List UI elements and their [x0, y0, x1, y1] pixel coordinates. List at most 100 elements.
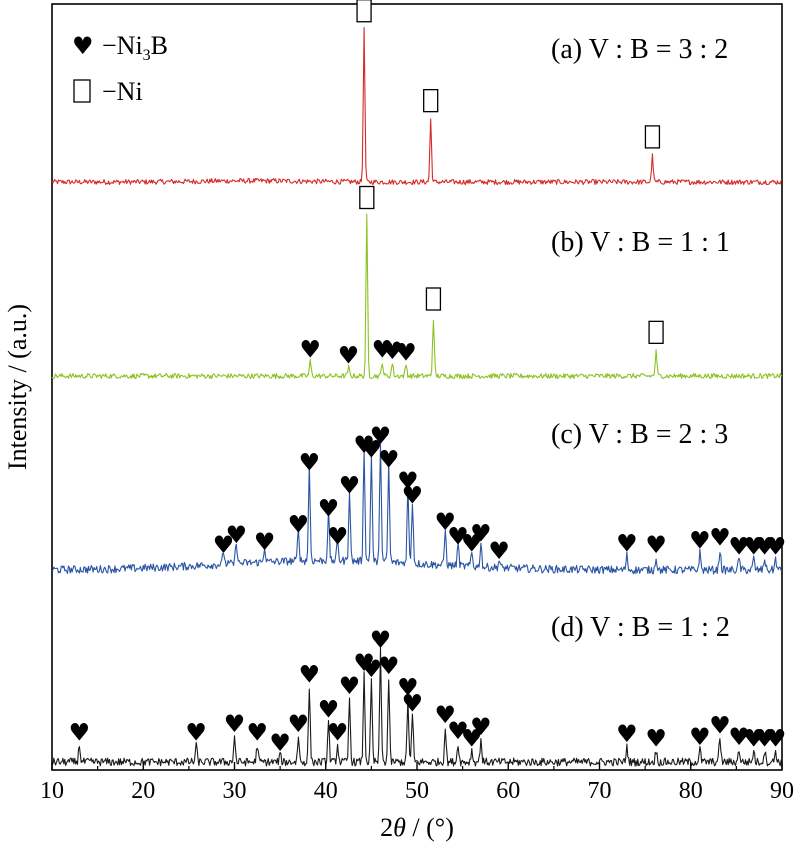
ni3b-peak-heart-icon: ♥ — [185, 719, 207, 747]
ni3b-peak-heart-icon: ♥ — [318, 495, 340, 523]
x-axis-title-suffix: / (°) — [406, 813, 454, 842]
ni3b-peak-heart-icon: ♥ — [318, 695, 340, 723]
series-line-3 — [51, 443, 783, 575]
ni3b-peak-heart-icon: ♥ — [370, 422, 392, 450]
ni3b-peak-heart-icon: ♥ — [382, 337, 404, 365]
ni3b-peak-heart-icon: ♥ — [689, 527, 711, 555]
series-line-4 — [51, 647, 783, 767]
ni3b-peak-heart-icon: ♥ — [338, 341, 360, 369]
ni3b-peak-heart-icon: ♥ — [709, 711, 731, 739]
x-axis: 10 20 30 40 50 60 70 80 90 — [40, 762, 794, 804]
ni3b-peak-heart-icon: ♥ — [288, 710, 310, 738]
x-tick-label: 80 — [679, 778, 703, 804]
ni3b-peak-heart-icon: ♥ — [288, 511, 310, 539]
ni3b-peak-heart-icon: ♥ — [395, 338, 417, 366]
legend-box-icon — [73, 79, 91, 103]
legend-ni3b-sub: 3 — [143, 47, 151, 64]
legend-ni3b-tail: B — [151, 31, 168, 60]
series-line-2 — [51, 213, 783, 380]
ni3b-peak-heart-icon: ♥ — [402, 690, 424, 718]
ni3b-peak-heart-icon: ♥ — [361, 435, 383, 463]
ni3b-peak-heart-icon: ♥ — [226, 521, 248, 549]
plot-area-frame — [51, 3, 783, 771]
x-tick-label: 70 — [588, 778, 612, 804]
ni3b-peak-heart-icon: ♥ — [378, 652, 400, 680]
ni3b-peak-heart-icon: ♥ — [743, 724, 765, 752]
ni3b-peak-heart-icon: ♥ — [402, 482, 424, 510]
x-tick-label: 60 — [496, 778, 520, 804]
ni-peak-marker — [359, 185, 375, 210]
ni3b-peak-heart-icon: ♥ — [247, 719, 269, 747]
ni3b-peak-heart-icon: ♥ — [765, 532, 787, 560]
ni3b-peak-heart-icon: ♥ — [645, 724, 667, 752]
ni3b-peak-heart-icon: ♥ — [224, 710, 246, 738]
ni3b-peak-heart-icon: ♥ — [728, 532, 750, 560]
ni3b-peak-heart-icon: ♥ — [339, 472, 361, 500]
ni3b-peak-heart-icon: ♥ — [754, 532, 776, 560]
x-tick-label: 20 — [131, 778, 155, 804]
x-axis-title-prefix: 2 — [380, 813, 393, 842]
legend-ni3b-dash: − — [102, 31, 117, 60]
ni3b-peak-heart-icon: ♥ — [378, 445, 400, 473]
y-axis-title: Intensity / (a.u.) — [3, 304, 32, 470]
legend-heart-icon: ♥ — [72, 32, 94, 60]
ni-peak-marker — [356, 0, 372, 23]
ni3b-peak-heart-icon: ♥ — [353, 431, 375, 459]
ni3b-peak-heart-icon: ♥ — [447, 522, 469, 550]
ni3b-peak-heart-icon: ♥ — [470, 713, 492, 741]
x-tick-label: 50 — [405, 778, 429, 804]
ni3b-peak-heart-icon: ♥ — [709, 524, 731, 552]
x-axis-title: 2θ / (°) — [380, 813, 454, 842]
series-line-1 — [51, 26, 783, 186]
markers-layer: ♥ ♥ ♥♥♥♥♥ ♥♥♥♥♥♥♥♥♥♥♥♥♥♥♥♥♥ ♥ ♥ ♥♥♥♥♥♥♥ ♥ ♥ ♥ ♥♥♥♥… — [69, 0, 787, 757]
ni3b-peak-heart-icon: ♥ — [254, 528, 276, 556]
ni3b-peak-heart-icon: ♥ — [754, 724, 776, 752]
series-label-d: (d) V : B = 1 : 2 — [551, 612, 730, 643]
ni3b-peak-heart-icon: ♥ — [339, 672, 361, 700]
series-label-c: (c) V : B = 2 : 3 — [551, 419, 728, 450]
ni3b-peak-heart-icon: ♥ — [213, 531, 235, 559]
ni3b-peak-heart-icon: ♥ — [470, 519, 492, 547]
ni3b-peak-heart-icon: ♥ — [765, 724, 787, 752]
legend-ni-dash: − — [102, 77, 117, 106]
ni3b-peak-heart-icon: ♥ — [616, 530, 638, 558]
ni3b-peak-heart-icon: ♥ — [299, 336, 321, 364]
ni3b-peak-heart-icon: ♥ — [488, 537, 510, 565]
ni3b-peak-heart-icon: ♥ — [327, 719, 349, 747]
ni-peak-marker — [644, 125, 661, 149]
ni3b-peak-heart-icon: ♥ — [299, 661, 321, 689]
ni3b-peak-heart-icon: ♥ — [461, 724, 483, 752]
ni3b-peak-heart-icon: ♥ — [397, 674, 419, 702]
ni-peak-marker — [425, 287, 442, 311]
ni3b-peak-heart-icon: ♥ — [645, 531, 667, 559]
ni3b-peak-heart-icon: ♥ — [743, 532, 765, 560]
legend-ni-phase: Ni — [117, 77, 143, 106]
x-axis-title-theta: θ — [393, 813, 406, 842]
ni3b-peak-heart-icon: ♥ — [447, 717, 469, 745]
ni3b-peak-heart-icon: ♥ — [616, 720, 638, 748]
legend-ni3b-phase: Ni — [117, 31, 143, 60]
legend: ♥ −Ni3B −Ni — [72, 31, 168, 106]
x-tick-label: 10 — [40, 778, 64, 804]
ni3b-peak-heart-icon: ♥ — [361, 655, 383, 683]
ni3b-peak-heart-icon: ♥ — [461, 530, 483, 558]
x-tick-label: 40 — [314, 778, 338, 804]
ni-peak-marker — [648, 320, 664, 345]
ni-peak-marker — [423, 89, 439, 113]
ni3b-peak-heart-icon: ♥ — [689, 723, 711, 751]
ni3b-peak-heart-icon: ♥ — [435, 508, 457, 536]
legend-ni3b-label: −Ni3B — [102, 31, 168, 64]
x-tick-label: 30 — [223, 778, 247, 804]
ni3b-peak-heart-icon: ♥ — [728, 723, 750, 751]
x-tick-label: 90 — [770, 778, 794, 804]
legend-ni-label: −Ni — [102, 77, 143, 106]
ni3b-peak-heart-icon: ♥ — [435, 701, 457, 729]
series-label-a: (a) V : B = 3 : 2 — [551, 34, 728, 65]
ni3b-peak-heart-icon: ♥ — [299, 448, 321, 476]
ni3b-peak-heart-icon: ♥ — [69, 719, 91, 747]
ni3b-peak-heart-icon: ♥ — [397, 467, 419, 495]
ni3b-peak-heart-icon: ♥ — [372, 336, 394, 364]
curves-layer — [51, 26, 783, 767]
ni3b-peak-heart-icon: ♥ — [269, 729, 291, 757]
